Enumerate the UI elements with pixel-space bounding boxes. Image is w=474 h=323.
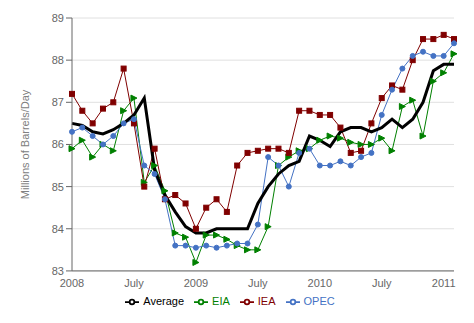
svg-text:85: 85 xyxy=(52,181,64,193)
svg-text:July: July xyxy=(372,277,392,289)
html-text:EIA: EIA xyxy=(212,294,230,307)
svg-text:2011: 2011 xyxy=(432,277,456,289)
svg-text:2008: 2008 xyxy=(60,277,84,289)
svg-text:87: 87 xyxy=(52,96,64,108)
svg-text:86: 86 xyxy=(52,138,64,150)
svg-text:84: 84 xyxy=(52,223,64,235)
svg-text:2010: 2010 xyxy=(308,277,332,289)
svg-text:Millions of Barrels/Day: Millions of Barrels/Day xyxy=(19,89,31,199)
html-text:OPEC: OPEC xyxy=(303,294,335,307)
svg-text:83: 83 xyxy=(52,265,64,277)
svg-text:89: 89 xyxy=(52,12,64,24)
svg-text:2009: 2009 xyxy=(184,277,208,289)
html-text:IEA: IEA xyxy=(257,294,276,307)
svg-text:88: 88 xyxy=(52,54,64,66)
svg-text:July: July xyxy=(248,277,268,289)
svg-text:July: July xyxy=(124,277,144,289)
html-text:Average: Average xyxy=(143,294,185,307)
